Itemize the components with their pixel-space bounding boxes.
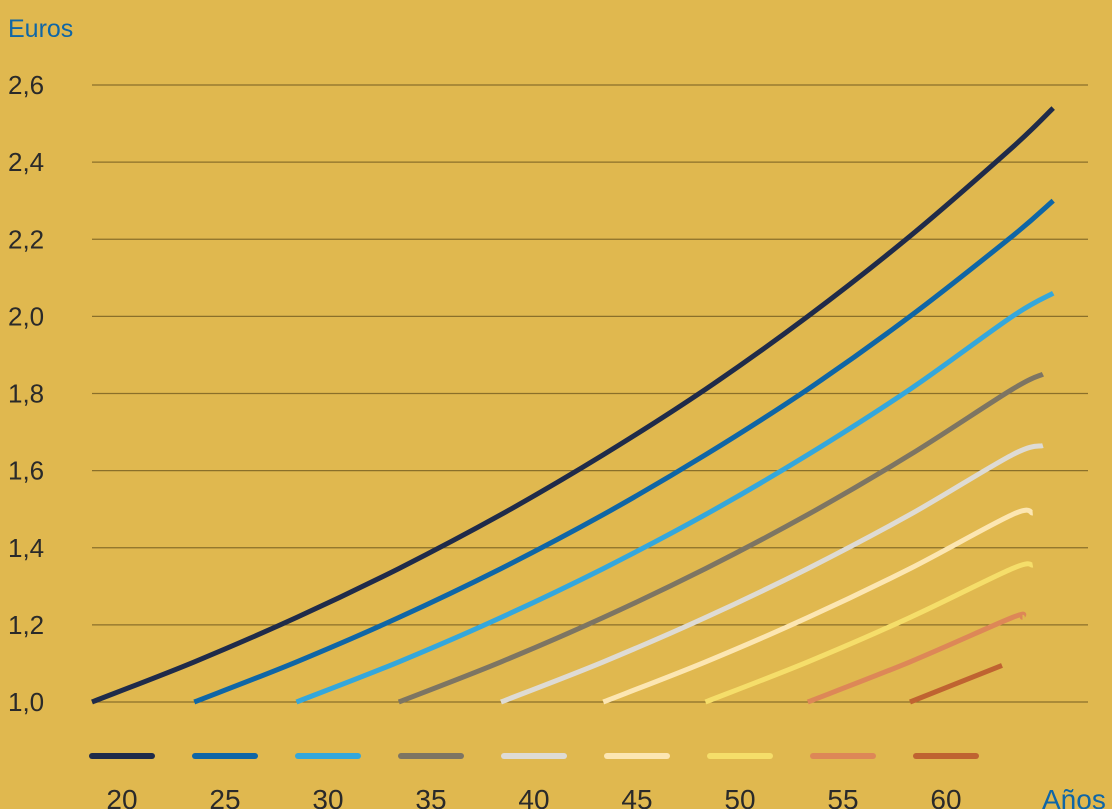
y-tick-label: 2,4 xyxy=(8,147,44,177)
y-tick-label: 2,0 xyxy=(8,301,44,331)
y-tick-label: 1,4 xyxy=(8,533,44,563)
legend-label-60: 60 xyxy=(930,784,961,809)
series-line-50 xyxy=(704,561,1034,705)
legend-label-20: 20 xyxy=(106,784,137,809)
y-tick-label: 2,6 xyxy=(8,70,44,100)
y-tick-label: 1,8 xyxy=(8,379,44,409)
series-line-20 xyxy=(91,106,1055,705)
y-tick-label: 1,6 xyxy=(8,456,44,486)
series-line-55 xyxy=(806,611,1027,705)
series-line-35 xyxy=(397,371,1044,705)
y-tick-labels: 2,6 2,4 2,2 2,0 1,8 1,6 1,4 1,2 1,0 xyxy=(8,70,44,717)
legend-label-30: 30 xyxy=(312,784,343,809)
legend-label-50: 50 xyxy=(724,784,755,809)
y-tick-label: 2,2 xyxy=(8,224,44,254)
grid-lines xyxy=(92,84,1088,703)
y-tick-label: 1,2 xyxy=(8,610,44,640)
series-line-25 xyxy=(193,198,1055,705)
series-line-30 xyxy=(295,291,1055,705)
legend-label-40: 40 xyxy=(518,784,549,809)
series-line-60 xyxy=(909,663,1003,705)
legend-label-45: 45 xyxy=(621,784,652,809)
series-line-40 xyxy=(500,443,1044,705)
x-axis-label: Años xyxy=(1042,784,1106,809)
legend: 20 25 30 35 40 45 50 55 60 xyxy=(89,753,979,809)
series-line-45 xyxy=(602,507,1034,705)
legend-label-55: 55 xyxy=(827,784,858,809)
y-axis-label: Euros xyxy=(8,15,73,43)
legend-label-35: 35 xyxy=(415,784,446,809)
y-tick-label: 1,0 xyxy=(8,687,44,717)
legend-label-25: 25 xyxy=(209,784,240,809)
series-lines xyxy=(91,106,1055,705)
